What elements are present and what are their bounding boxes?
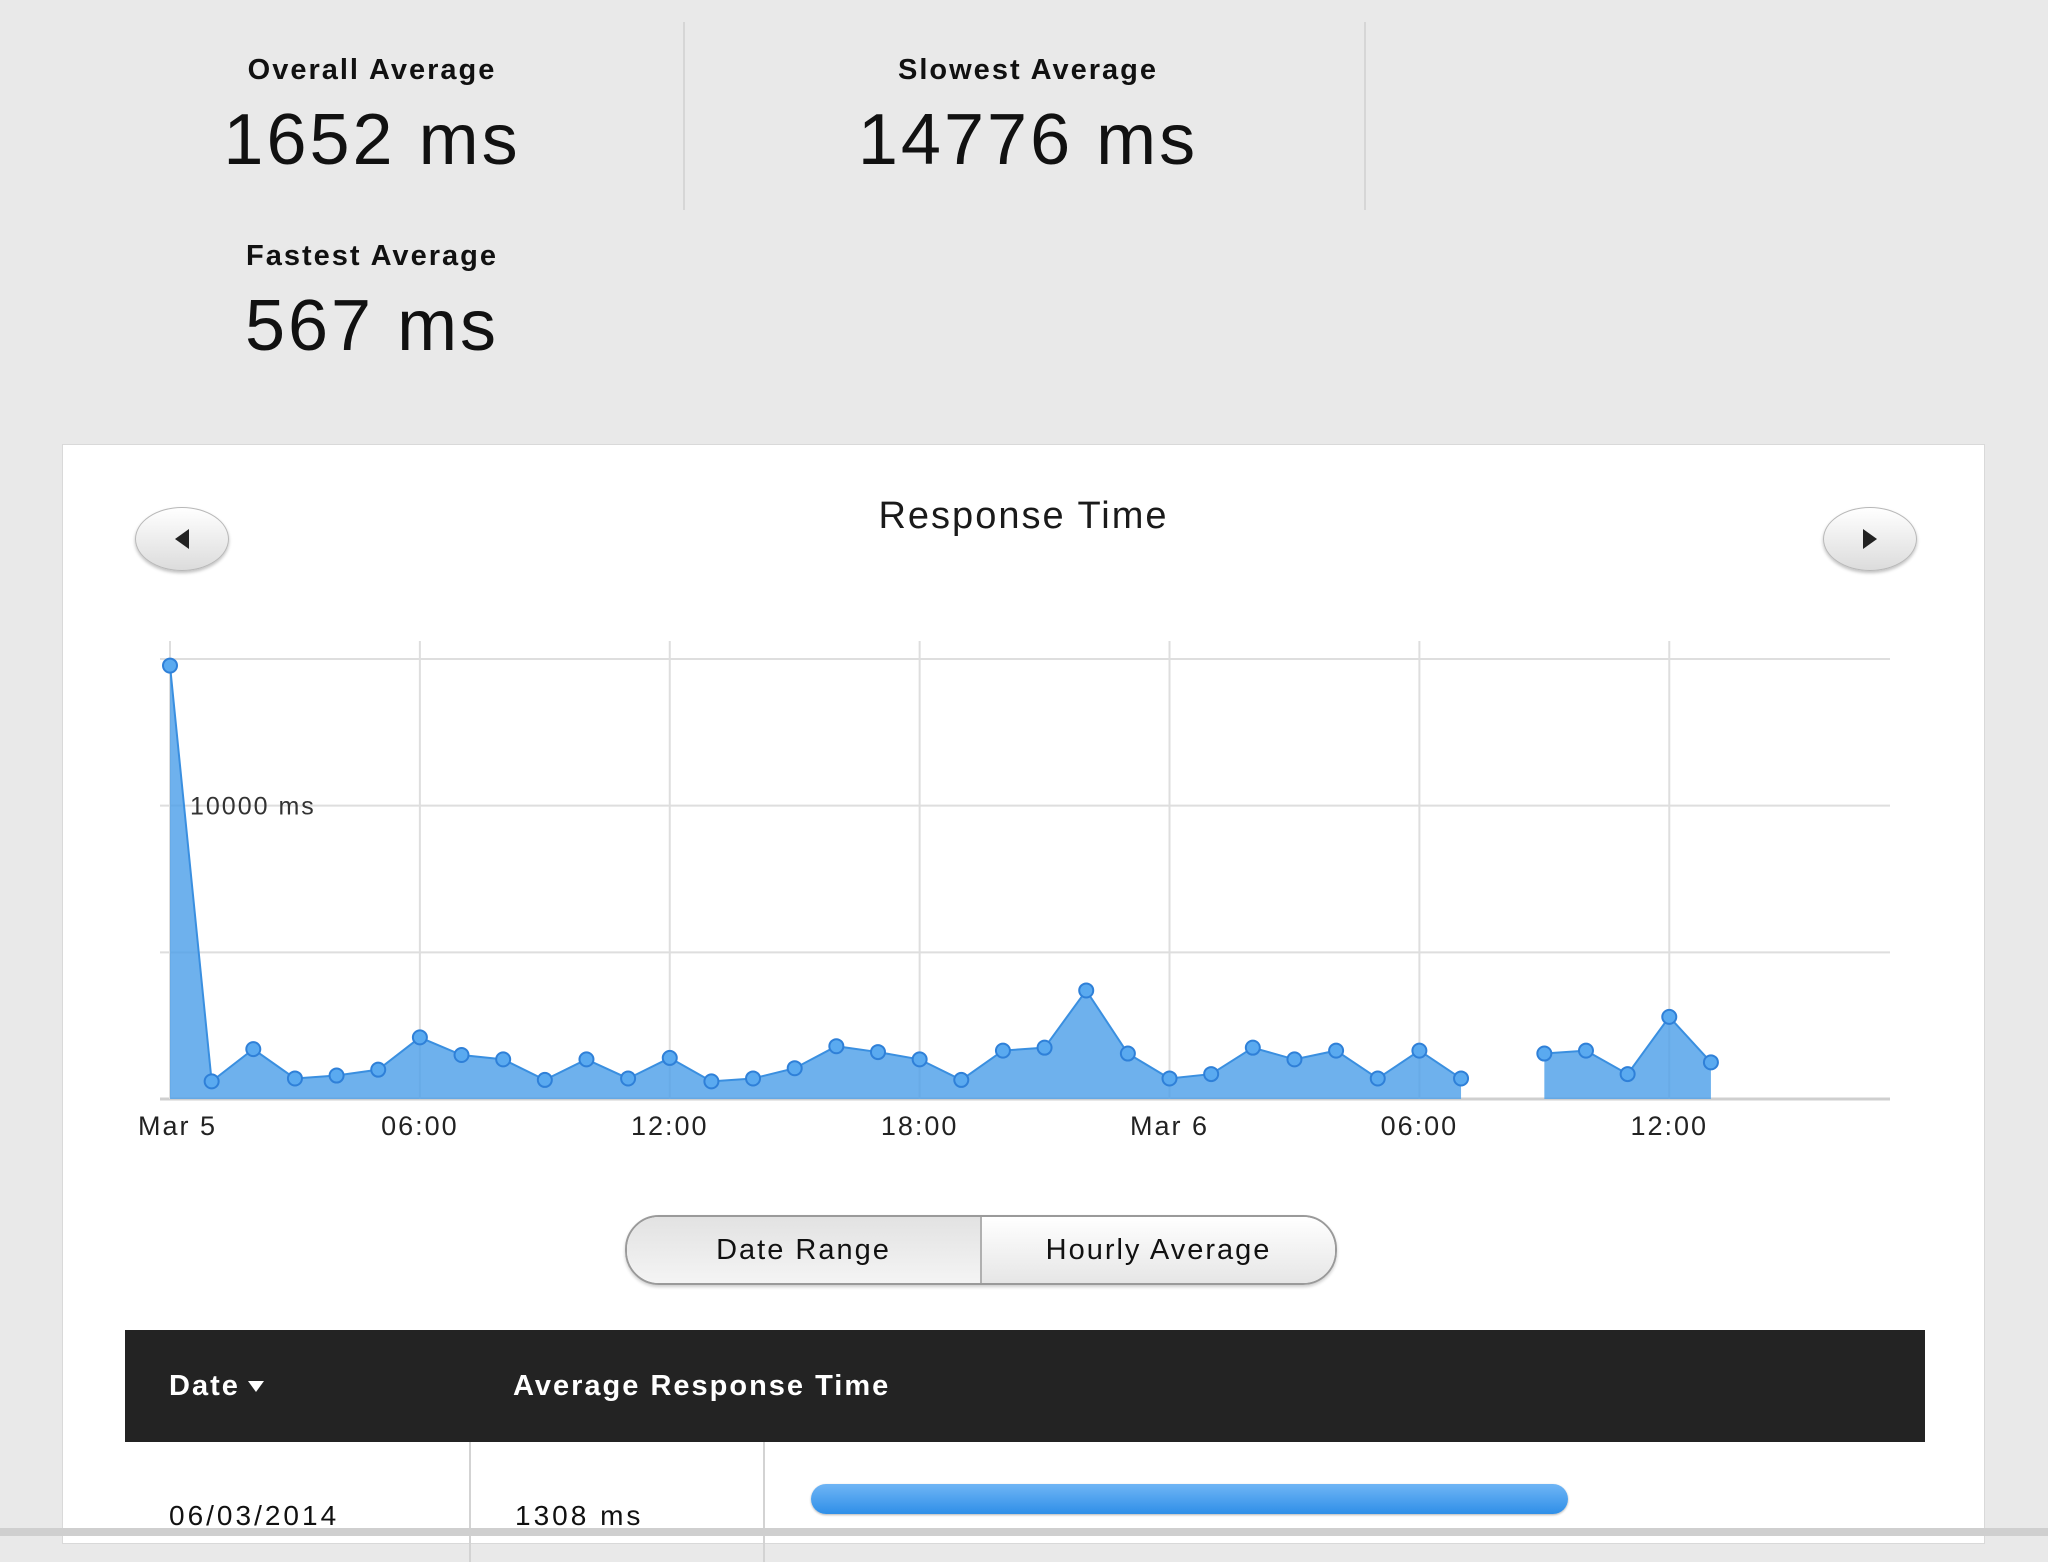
data-point[interactable] (578, 1051, 595, 1068)
stat-divider (683, 22, 685, 210)
data-point[interactable] (786, 1060, 803, 1077)
table-header: Date Average Response Time (125, 1330, 1925, 1442)
data-point[interactable] (953, 1071, 970, 1088)
data-point[interactable] (1161, 1070, 1178, 1087)
data-point[interactable] (1661, 1008, 1678, 1025)
data-point[interactable] (1619, 1066, 1636, 1083)
column-divider (469, 1442, 471, 1562)
data-point[interactable] (1036, 1039, 1053, 1056)
data-point[interactable] (286, 1070, 303, 1087)
data-point[interactable] (495, 1051, 512, 1068)
data-point[interactable] (1119, 1045, 1136, 1062)
chart-title: Response Time (878, 495, 1169, 537)
series-area (170, 665, 1462, 1099)
data-point[interactable] (1453, 1070, 1470, 1087)
x-tick-label: 12:00 (631, 1111, 709, 1141)
next-button[interactable] (1823, 507, 1917, 571)
response-time-chart: 10000 ms Mar 5 06:00 12:00 18:00 Mar 6 06:00 12… (138, 641, 1890, 1141)
data-point[interactable] (1702, 1054, 1719, 1071)
view-toggle[interactable]: Date Range Hourly Average (625, 1215, 1337, 1285)
prev-button[interactable] (135, 507, 229, 571)
data-point[interactable] (536, 1071, 553, 1088)
series-line (169, 665, 1462, 1084)
table-row: 06/03/2014 1308 ms (125, 1442, 1925, 1562)
data-point[interactable] (1411, 1042, 1428, 1059)
data-point[interactable] (620, 1070, 637, 1087)
data-point[interactable] (162, 657, 178, 674)
stat-label: Slowest Average (898, 54, 1158, 86)
column-divider (763, 1442, 765, 1562)
arrow-right-icon (1863, 529, 1877, 549)
stat-value: 567 ms (244, 286, 500, 366)
data-point[interactable] (1203, 1066, 1220, 1083)
stat-divider (1364, 22, 1366, 210)
stat-label: Fastest Average (246, 240, 498, 272)
stat-value: 14776 ms (857, 100, 1199, 180)
stat-slowest-average: Slowest Average 14776 ms (808, 54, 1248, 181)
date-range-option[interactable]: Date Range (627, 1217, 982, 1283)
data-point[interactable] (1328, 1042, 1345, 1059)
x-tick-label: 06:00 (381, 1111, 459, 1141)
data-point[interactable] (911, 1051, 928, 1068)
x-tick-label: Mar 5 (138, 1111, 217, 1141)
x-tick-label: 18:00 (881, 1111, 959, 1141)
data-point[interactable] (828, 1038, 845, 1055)
stat-overall-average: Overall Average 1652 ms (152, 54, 592, 181)
date-header-label: Date (169, 1369, 240, 1402)
stat-label: Overall Average (247, 54, 497, 86)
stat-value: 1652 ms (223, 100, 521, 180)
x-tick-label: Mar 6 (1130, 1111, 1209, 1141)
data-point[interactable] (245, 1041, 262, 1058)
avg-header-label: Average Response Time (513, 1369, 891, 1402)
data-point[interactable] (328, 1067, 345, 1084)
data-point[interactable] (1536, 1045, 1553, 1062)
data-point[interactable] (1286, 1051, 1303, 1068)
data-point[interactable] (1244, 1039, 1261, 1056)
data-point[interactable] (869, 1044, 886, 1061)
data-point[interactable] (203, 1073, 220, 1090)
data-point[interactable] (661, 1049, 678, 1066)
data-point[interactable] (411, 1029, 428, 1046)
data-point[interactable] (370, 1061, 387, 1078)
data-point[interactable] (745, 1070, 762, 1087)
sort-desc-icon (247, 1380, 264, 1392)
data-point[interactable] (1369, 1070, 1386, 1087)
page-bottom-edge (0, 1528, 2048, 1536)
avg-column-header[interactable]: Average Response Time (513, 1330, 890, 1442)
arrow-left-icon (175, 529, 189, 549)
data-point[interactable] (1078, 982, 1095, 999)
stat-fastest-average: Fastest Average 567 ms (152, 240, 592, 367)
data-point[interactable] (994, 1042, 1011, 1059)
row-date: 06/03/2014 (169, 1500, 340, 1531)
y-tick-label: 10000 ms (190, 793, 316, 821)
response-time-bar (811, 1484, 1568, 1514)
hourly-average-option[interactable]: Hourly Average (982, 1217, 1335, 1283)
date-column-header[interactable]: Date (169, 1330, 264, 1442)
data-point[interactable] (1577, 1042, 1594, 1059)
series-area (1544, 1016, 1711, 1099)
row-average: 1308 ms (515, 1500, 644, 1531)
x-tick-label: 06:00 (1381, 1111, 1459, 1141)
data-point[interactable] (453, 1047, 470, 1063)
x-tick-label: 12:00 (1630, 1111, 1708, 1141)
data-point[interactable] (703, 1073, 720, 1090)
